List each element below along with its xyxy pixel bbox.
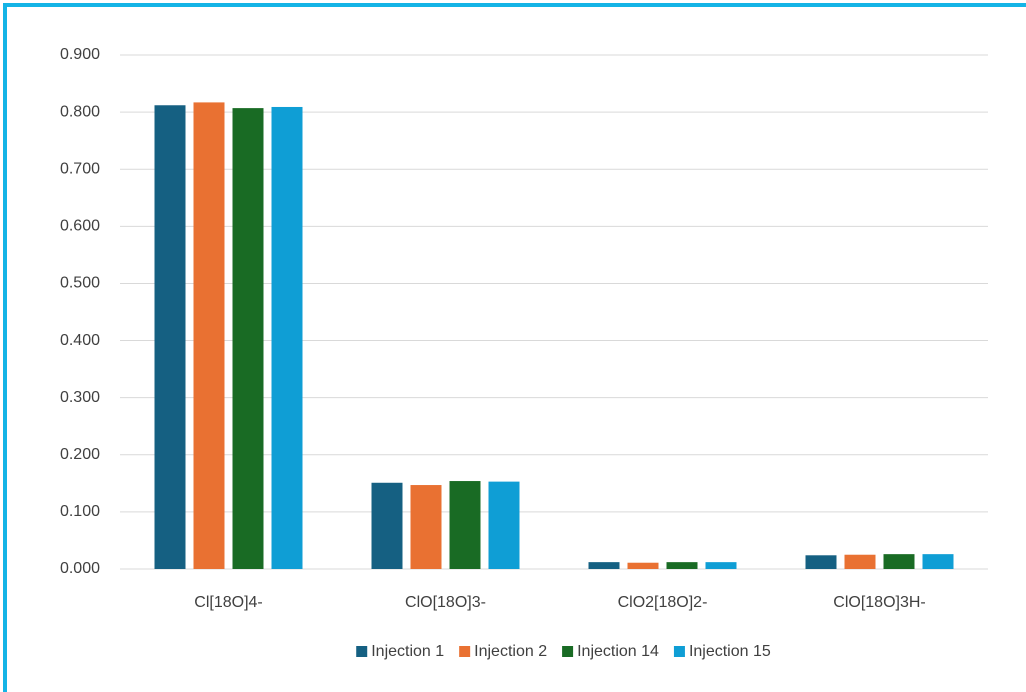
- y-tick-label: 0.200: [60, 446, 100, 463]
- x-tick-label: ClO2[18O]2-: [618, 594, 708, 611]
- bar: [805, 555, 837, 569]
- y-tick-label: 0.800: [60, 103, 100, 120]
- legend-label: Injection 14: [577, 643, 659, 660]
- legend-label: Injection 1: [371, 643, 444, 660]
- bar: [883, 554, 915, 569]
- bar: [449, 481, 481, 569]
- legend-label: Injection 2: [474, 643, 547, 660]
- bar: [705, 562, 737, 569]
- bar: [844, 554, 876, 569]
- y-tick-label: 0.500: [60, 275, 100, 292]
- bar: [666, 562, 698, 569]
- bar: [410, 485, 442, 569]
- bar: [371, 482, 403, 569]
- y-tick-label: 0.300: [60, 389, 100, 406]
- y-tick-label: 0.900: [60, 46, 100, 63]
- x-tick-label: ClO[18O]3-: [405, 594, 486, 611]
- x-tick-label: ClO[18O]3H-: [833, 594, 925, 611]
- legend-swatch: [356, 646, 368, 657]
- bar: [193, 102, 225, 569]
- bar: [588, 562, 620, 569]
- y-tick-label: 0.400: [60, 332, 100, 349]
- bar: [922, 554, 954, 569]
- y-tick-label: 0.000: [60, 560, 100, 577]
- legend-label: Injection 15: [689, 643, 771, 660]
- bar: [271, 106, 303, 570]
- bar: [488, 481, 520, 569]
- legend-swatch: [562, 646, 574, 657]
- x-tick-label: Cl[18O]4-: [194, 594, 262, 611]
- legend-swatch: [673, 646, 685, 657]
- y-tick-label: 0.100: [60, 503, 100, 520]
- bar: [154, 105, 186, 569]
- frame: [3, 3, 1026, 692]
- y-tick-label: 0.700: [60, 160, 100, 177]
- y-tick-label: 0.600: [60, 218, 100, 235]
- legend-swatch: [459, 646, 471, 657]
- bar: [627, 562, 659, 569]
- bar: [232, 108, 264, 569]
